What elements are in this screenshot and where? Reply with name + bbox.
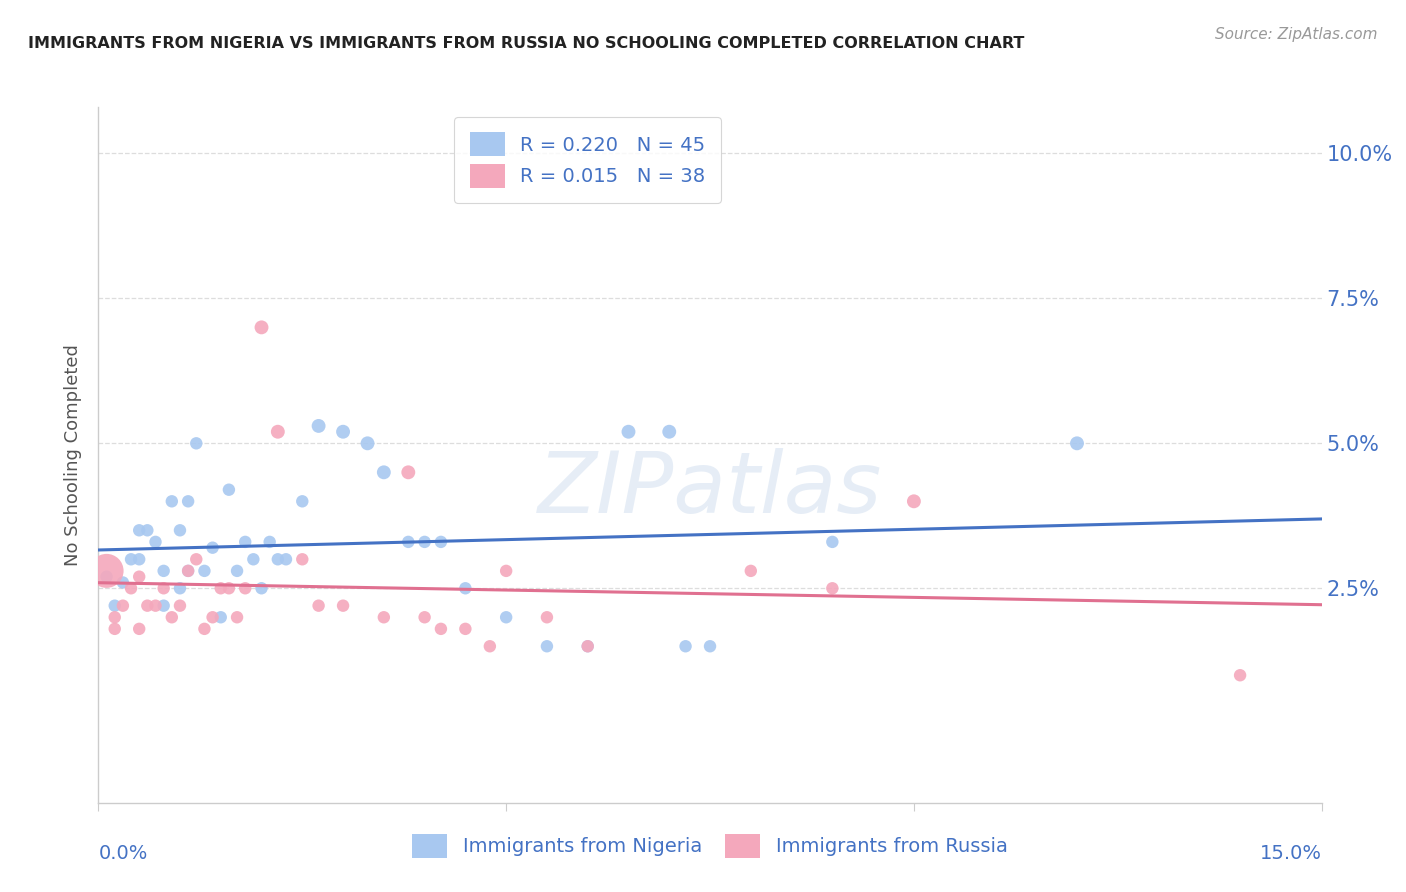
Point bbox=[169, 523, 191, 537]
Point bbox=[332, 425, 354, 439]
Point bbox=[136, 523, 159, 537]
Point bbox=[308, 419, 330, 434]
Point bbox=[201, 541, 224, 555]
Text: 15.0%: 15.0% bbox=[1260, 845, 1322, 863]
Point bbox=[903, 494, 925, 508]
Point bbox=[495, 564, 517, 578]
Point bbox=[454, 582, 477, 596]
Point bbox=[821, 582, 844, 596]
Point bbox=[128, 523, 150, 537]
Point bbox=[291, 494, 314, 508]
Point bbox=[209, 582, 232, 596]
Point bbox=[675, 639, 697, 653]
Point bbox=[274, 552, 297, 566]
Point bbox=[193, 622, 215, 636]
Point bbox=[186, 436, 208, 450]
Point bbox=[250, 320, 273, 334]
Point bbox=[821, 534, 844, 549]
Point bbox=[658, 425, 681, 439]
Point bbox=[576, 639, 599, 653]
Point bbox=[430, 534, 453, 549]
Point bbox=[152, 599, 174, 613]
Point bbox=[169, 582, 191, 596]
Point bbox=[201, 610, 224, 624]
Point bbox=[218, 483, 240, 497]
Point bbox=[430, 622, 453, 636]
Point bbox=[617, 425, 640, 439]
Point bbox=[128, 622, 150, 636]
Point bbox=[177, 564, 200, 578]
Text: 0.0%: 0.0% bbox=[98, 845, 148, 863]
Point bbox=[226, 610, 249, 624]
Point bbox=[536, 610, 558, 624]
Point bbox=[128, 552, 150, 566]
Point bbox=[576, 639, 599, 653]
Point bbox=[169, 599, 191, 613]
Point bbox=[356, 436, 378, 450]
Point bbox=[218, 582, 240, 596]
Point bbox=[145, 534, 167, 549]
Point bbox=[267, 425, 290, 439]
Point bbox=[740, 564, 762, 578]
Point bbox=[96, 564, 118, 578]
Point bbox=[495, 610, 517, 624]
Point bbox=[152, 564, 174, 578]
Point bbox=[267, 552, 290, 566]
Point bbox=[128, 570, 150, 584]
Point bbox=[250, 582, 273, 596]
Point bbox=[209, 610, 232, 624]
Point bbox=[120, 582, 142, 596]
Point bbox=[104, 599, 127, 613]
Point bbox=[96, 570, 118, 584]
Point bbox=[396, 534, 419, 549]
Point bbox=[177, 494, 200, 508]
Point bbox=[396, 466, 419, 480]
Point bbox=[308, 599, 330, 613]
Point bbox=[1229, 668, 1251, 682]
Point bbox=[136, 599, 159, 613]
Point bbox=[145, 599, 167, 613]
Point bbox=[177, 564, 200, 578]
Point bbox=[120, 552, 142, 566]
Point bbox=[373, 610, 395, 624]
Text: ZIPatlas: ZIPatlas bbox=[538, 448, 882, 532]
Point bbox=[111, 575, 134, 590]
Point bbox=[478, 639, 501, 653]
Point bbox=[186, 552, 208, 566]
Text: IMMIGRANTS FROM NIGERIA VS IMMIGRANTS FROM RUSSIA NO SCHOOLING COMPLETED CORRELA: IMMIGRANTS FROM NIGERIA VS IMMIGRANTS FR… bbox=[28, 36, 1025, 51]
Point bbox=[233, 534, 256, 549]
Point bbox=[104, 610, 127, 624]
Point bbox=[233, 582, 256, 596]
Point bbox=[160, 494, 183, 508]
Point bbox=[699, 639, 721, 653]
Point bbox=[536, 639, 558, 653]
Point bbox=[226, 564, 249, 578]
Point bbox=[291, 552, 314, 566]
Point bbox=[373, 466, 395, 480]
Y-axis label: No Schooling Completed: No Schooling Completed bbox=[65, 344, 83, 566]
Text: Source: ZipAtlas.com: Source: ZipAtlas.com bbox=[1215, 27, 1378, 42]
Legend: Immigrants from Nigeria, Immigrants from Russia: Immigrants from Nigeria, Immigrants from… bbox=[396, 818, 1024, 873]
Point bbox=[193, 564, 215, 578]
Point bbox=[242, 552, 264, 566]
Point bbox=[160, 610, 183, 624]
Point bbox=[152, 582, 174, 596]
Point bbox=[413, 534, 436, 549]
Point bbox=[1066, 436, 1088, 450]
Point bbox=[104, 622, 127, 636]
Point bbox=[111, 599, 134, 613]
Point bbox=[332, 599, 354, 613]
Point bbox=[413, 610, 436, 624]
Point bbox=[259, 534, 281, 549]
Point bbox=[454, 622, 477, 636]
